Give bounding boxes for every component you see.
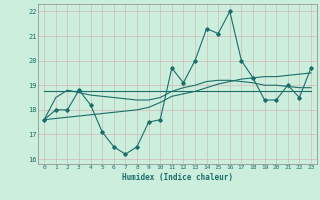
- X-axis label: Humidex (Indice chaleur): Humidex (Indice chaleur): [122, 173, 233, 182]
